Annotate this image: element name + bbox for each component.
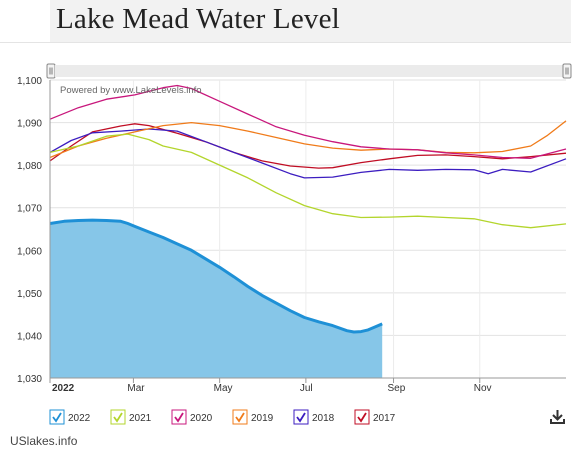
page-title: Lake Mead Water Level xyxy=(56,3,340,35)
legend-checkbox[interactable] xyxy=(49,409,65,425)
legend-item-2020[interactable]: 2020 xyxy=(171,409,213,425)
legend-label: 2019 xyxy=(251,413,274,424)
x-tick-label: May xyxy=(214,383,233,394)
series-line-2018 xyxy=(49,128,567,179)
legend-checkbox[interactable] xyxy=(354,409,370,425)
check-icon xyxy=(235,412,245,423)
x-tick-label: Jul xyxy=(300,383,313,394)
legend-item-2018[interactable]: 2018 xyxy=(293,409,335,425)
range-selector xyxy=(46,63,572,79)
legend-label: 2021 xyxy=(129,413,152,424)
legend-item-2022[interactable]: 2022 xyxy=(49,409,91,425)
check-icon xyxy=(113,412,123,423)
series-area-2022 xyxy=(50,220,383,378)
series-line-2022 xyxy=(49,218,383,334)
series-line-2017 xyxy=(49,123,567,169)
legend-checkbox[interactable] xyxy=(171,409,187,425)
series-line-2020 xyxy=(49,84,567,159)
y-tick-label: 1,090 xyxy=(17,119,42,130)
series-line-2021 xyxy=(49,133,567,229)
x-tick-label: Sep xyxy=(388,383,406,394)
axes: 1,030 1,040 1,050 1,060 1,070 1,080 1,090 1,100… xyxy=(17,76,566,394)
y-tick-label: 1,030 xyxy=(17,374,42,385)
check-icon xyxy=(52,412,62,423)
y-tick-label: 1,040 xyxy=(17,331,42,342)
area-layer xyxy=(50,220,383,378)
y-tick-label: 1,070 xyxy=(17,204,42,215)
check-icon xyxy=(296,412,306,423)
legend-item-2019[interactable]: 2019 xyxy=(232,409,274,425)
x-tick-label: 2022 xyxy=(52,383,75,394)
x-tick-label: Nov xyxy=(474,383,492,394)
legend-label: 2017 xyxy=(373,413,396,424)
legend-item-2021[interactable]: 2021 xyxy=(110,409,152,425)
legend-checkbox[interactable] xyxy=(110,409,126,425)
legend-label: 2018 xyxy=(312,413,335,424)
legend-checkbox[interactable] xyxy=(293,409,309,425)
footer-source[interactable]: USlakes.info xyxy=(10,434,78,448)
check-icon xyxy=(357,412,367,423)
title-bar: Lake Mead Water Level xyxy=(0,0,571,43)
title-gap xyxy=(0,0,50,42)
range-handle-left[interactable] xyxy=(46,63,56,79)
series-line-2019 xyxy=(49,120,567,159)
water-level-chart: 1,030 1,040 1,050 1,060 1,070 1,080 1,090 1,100… xyxy=(13,52,574,432)
download-icon[interactable] xyxy=(548,407,568,427)
range-handle-right[interactable] xyxy=(562,63,572,79)
series-lines xyxy=(49,84,567,334)
range-track xyxy=(55,65,563,77)
y-tick-label: 1,050 xyxy=(17,289,42,300)
legend-checkbox[interactable] xyxy=(232,409,248,425)
y-tick-label: 1,080 xyxy=(17,161,42,172)
check-icon xyxy=(174,412,184,423)
chart-credit: Powered by www.LakeLevels.info xyxy=(60,85,202,96)
x-tick-label: Mar xyxy=(127,383,145,394)
legend-item-2017[interactable]: 2017 xyxy=(354,409,396,425)
legend: 2022 2021 2020 2019 2018 2017 xyxy=(49,409,396,425)
legend-label: 2020 xyxy=(190,413,213,424)
y-tick-label: 1,060 xyxy=(17,246,42,257)
legend-label: 2022 xyxy=(68,413,91,424)
y-tick-label: 1,100 xyxy=(17,76,42,87)
